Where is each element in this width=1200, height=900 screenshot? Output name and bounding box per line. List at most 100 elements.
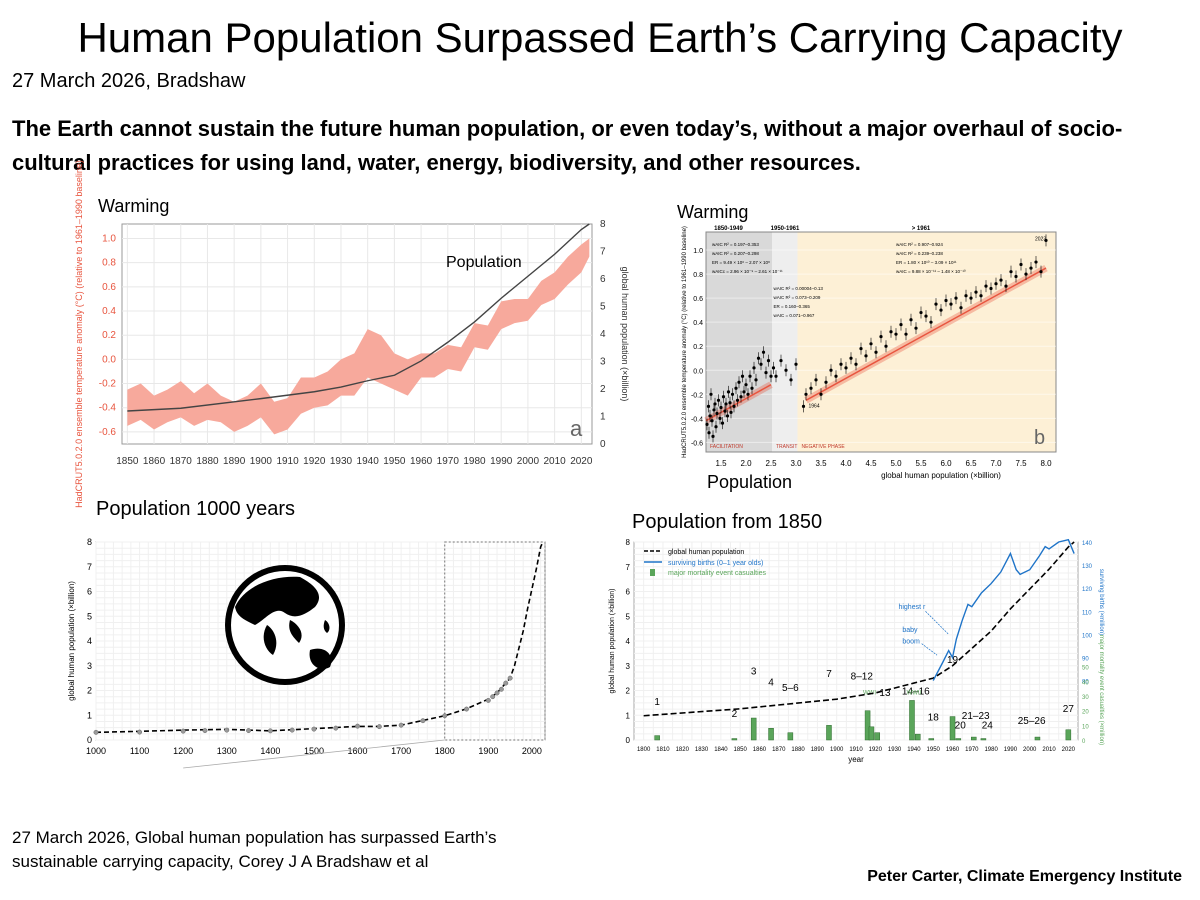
- data-point: [889, 330, 893, 334]
- baby-boom-annotation: baby: [902, 627, 918, 634]
- x-tick-label: 1930: [888, 747, 902, 753]
- y-axis-label: global human population (×billion): [67, 581, 76, 701]
- y-tick-label: 0.0: [693, 368, 703, 375]
- data-point: [742, 390, 746, 394]
- data-point: [814, 378, 818, 382]
- data-point: [716, 398, 721, 402]
- data-point: [93, 729, 99, 735]
- data-point: [732, 404, 736, 408]
- globe-icon: [225, 565, 345, 685]
- warming-band: [127, 238, 590, 435]
- x-tick-label: 2020: [1062, 747, 1076, 753]
- mortality-bar: [1065, 729, 1072, 741]
- data-point: [485, 697, 491, 703]
- x-tick-label: 2020: [570, 456, 593, 467]
- continent-shape: [323, 620, 330, 633]
- x-tick-label: 1910: [276, 456, 299, 467]
- x-tick-label: 1850: [733, 747, 747, 753]
- period-label: 1850-1949: [714, 226, 743, 232]
- y-tick-label: 6: [87, 587, 92, 597]
- x-tick-label: 7.0: [990, 459, 1002, 468]
- data-point: [954, 296, 958, 300]
- x-tick-label: 2.5: [765, 459, 777, 468]
- data-point: [1044, 238, 1048, 243]
- data-point: [944, 298, 948, 303]
- x-tick-label: 4.0: [840, 459, 852, 468]
- stats-text: ER = 0.160–0.365: [774, 304, 811, 309]
- y2-tick-label: 2: [600, 384, 606, 395]
- y2-bottom-tick-label: 0: [1082, 739, 1086, 745]
- population-1850-label: Population from 1850: [632, 511, 823, 533]
- y2-tick-label: 7: [600, 247, 606, 258]
- data-point: [929, 320, 933, 324]
- y2-bottom-tick-label: 30: [1082, 695, 1089, 701]
- data-point: [711, 434, 715, 438]
- y2-top-tick-label: 80: [1082, 680, 1089, 686]
- y-tick-label: 0.2: [693, 344, 703, 351]
- data-point: [739, 395, 743, 399]
- legend-label: global human population: [668, 549, 744, 556]
- population-annotation: Population: [446, 254, 522, 271]
- phase-region: [772, 232, 798, 452]
- mortality-bar: [731, 738, 738, 741]
- continent-shape: [235, 576, 320, 625]
- y-tick-label: 2: [87, 686, 92, 696]
- data-point: [706, 404, 711, 408]
- data-point: [924, 314, 928, 318]
- x-tick-label: 1940: [907, 747, 921, 753]
- point-label: 2023: [1035, 236, 1046, 242]
- population-line: [95, 541, 544, 734]
- data-point: [761, 350, 766, 354]
- y-tick-label: 0.6: [693, 296, 703, 303]
- data-point: [769, 374, 773, 378]
- data-point: [964, 294, 968, 298]
- data-point: [713, 402, 717, 406]
- y-tick-label: 0.8: [693, 272, 703, 279]
- data-point: [774, 374, 778, 378]
- bar-label: 21–23: [962, 711, 990, 722]
- baby-boom-annotation: boom: [902, 639, 920, 646]
- y2-tick-label: 5: [600, 302, 606, 313]
- x-tick-label: 1910: [849, 747, 863, 753]
- data-point: [919, 310, 923, 315]
- mortality-bar: [1034, 736, 1041, 741]
- data-point: [839, 362, 843, 366]
- lead-statement: The Earth cannot sustain the future huma…: [12, 116, 1123, 175]
- data-point: [771, 366, 776, 370]
- x-tick-label: 2010: [1042, 747, 1056, 753]
- y-tick-label: 3: [626, 662, 631, 671]
- legend-label: surviving births (0–1 year olds): [668, 560, 763, 567]
- data-point: [376, 724, 382, 730]
- data-point: [311, 726, 317, 732]
- page-title: Human Population Surpassed Earth’s Carry…: [77, 14, 1123, 61]
- x-tick-label: 1850: [116, 456, 139, 467]
- x-tick-label: 5.5: [915, 459, 927, 468]
- x-tick-label: 1900: [478, 746, 498, 756]
- data-point: [894, 332, 898, 336]
- data-point: [180, 728, 186, 734]
- y-tick-label: 1.0: [102, 234, 116, 245]
- mortality-bar: [928, 738, 935, 741]
- data-point: [734, 386, 738, 390]
- mortality-bar: [955, 738, 962, 741]
- bar-label: 27: [1063, 704, 1075, 715]
- y2-top-tick-label: 130: [1082, 564, 1093, 570]
- data-point: [289, 727, 295, 733]
- stats-text: wAIC = 0.071–0.967: [774, 313, 815, 318]
- data-point: [949, 302, 953, 306]
- x-tick-label: 1920: [869, 747, 883, 753]
- x-tick-label: 1860: [143, 456, 166, 467]
- x-tick-label: 1890: [811, 747, 825, 753]
- bar-label: 4: [768, 677, 774, 688]
- data-point: [834, 374, 838, 378]
- y-tick-label: 8: [87, 537, 92, 547]
- bar-label: 13: [879, 688, 891, 699]
- data-point: [809, 386, 813, 390]
- y2-top-tick-label: 90: [1082, 657, 1089, 663]
- data-point: [750, 386, 754, 390]
- mortality-bar: [768, 728, 774, 741]
- point-label: 1964: [809, 404, 820, 410]
- y2-top-tick-label: 100: [1082, 633, 1093, 639]
- mortality-bar: [750, 717, 757, 741]
- x-tick-label: 1400: [260, 746, 280, 756]
